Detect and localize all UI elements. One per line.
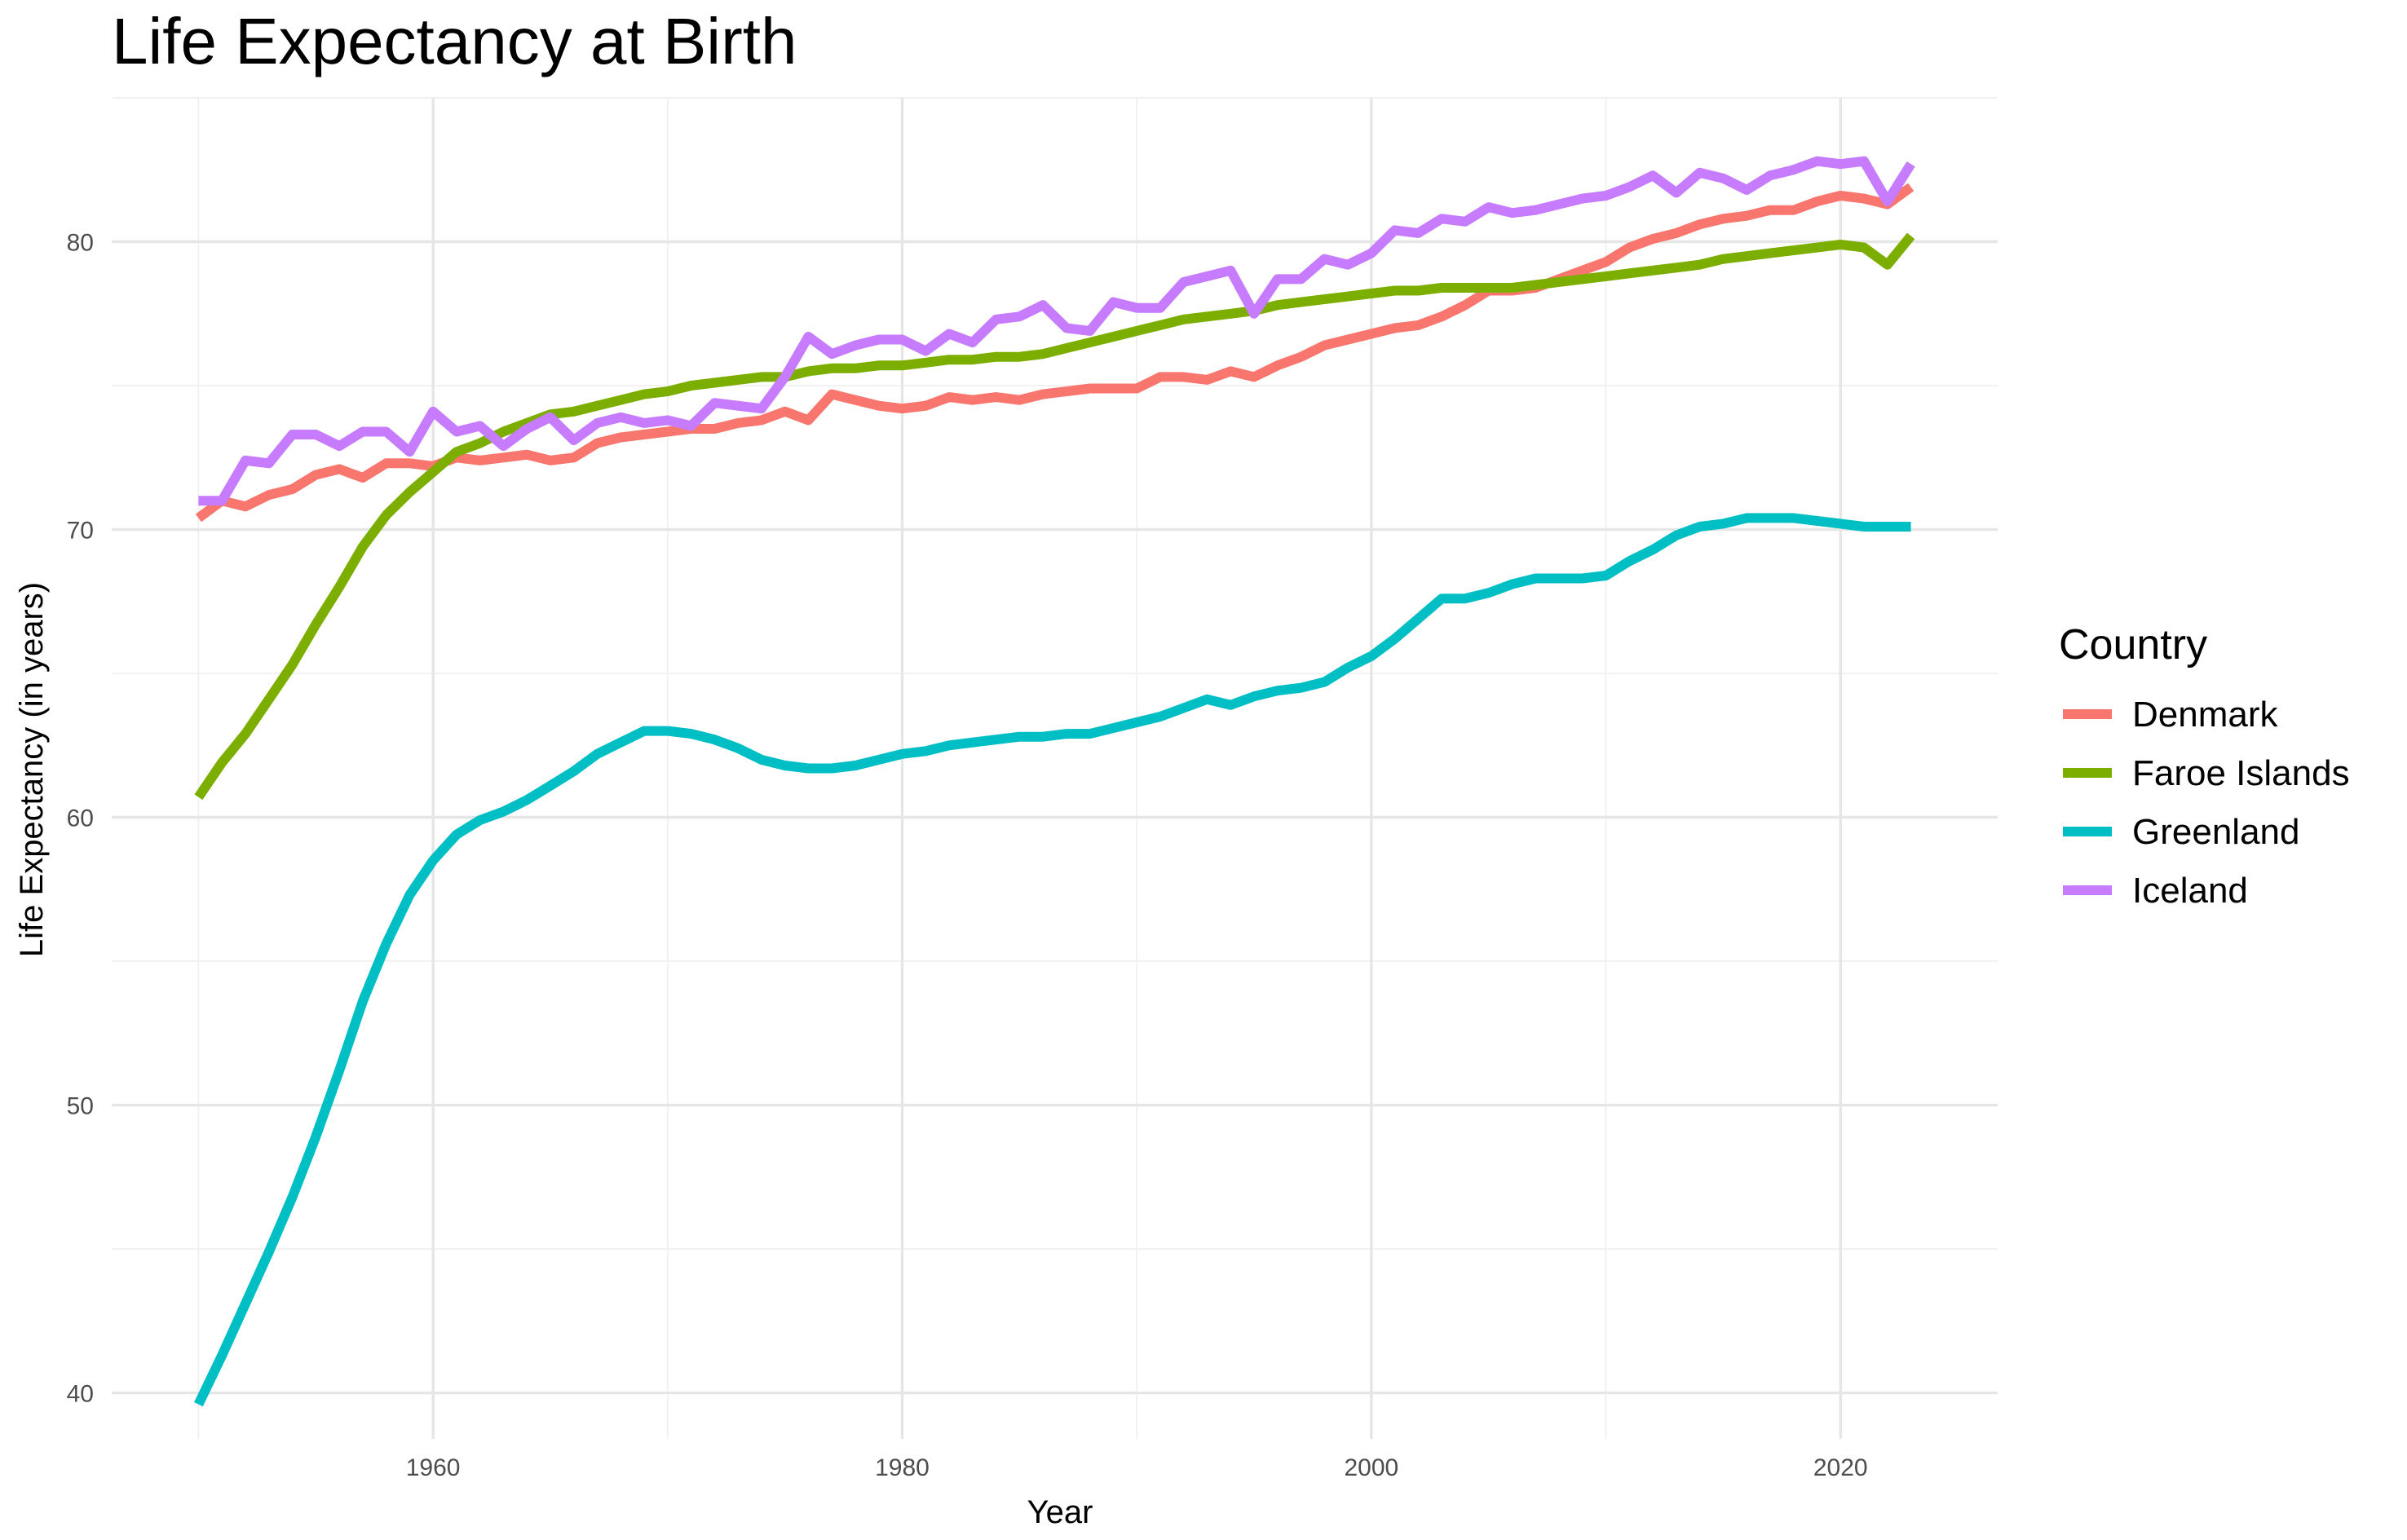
y-tick-label: 80 (67, 230, 94, 257)
series-line-denmark (195, 183, 1915, 523)
y-tick-label: 50 (67, 1093, 94, 1120)
legend-label-denmark: Denmark (2132, 695, 2278, 735)
x-tick-label: 2000 (1345, 1454, 1399, 1481)
x-tick-label: 1980 (875, 1454, 930, 1481)
legend: Country Denmark Faroe Islands Greenland Ice… (2059, 621, 2350, 911)
legend-label-faroe-islands: Faroe Islands (2132, 753, 2350, 793)
y-axis-title: Life Expectancy (in years) (14, 582, 50, 957)
x-axis-tick-labels: 1960 1980 2000 2020 (406, 1454, 1868, 1481)
legend-label-greenland: Greenland (2132, 812, 2299, 852)
y-tick-label: 40 (67, 1381, 94, 1408)
legend-label-iceland: Iceland (2132, 871, 2248, 911)
series-line-faroe-islands (194, 232, 1915, 801)
series-line-iceland (198, 156, 1915, 506)
y-tick-label: 70 (67, 518, 94, 545)
plot-grid (112, 97, 1998, 1439)
x-tick-label: 1960 (406, 1454, 461, 1481)
series-lines (193, 156, 1915, 1407)
y-tick-label: 60 (67, 805, 94, 832)
chart-title: Life Expectancy at Birth (112, 5, 797, 77)
y-axis-tick-labels: 40 50 60 70 80 (67, 230, 94, 1408)
x-tick-label: 2020 (1813, 1454, 1868, 1481)
x-axis-title: Year (1027, 1494, 1093, 1530)
legend-title: Country (2059, 621, 2207, 669)
series-line-greenland (193, 513, 1911, 1407)
